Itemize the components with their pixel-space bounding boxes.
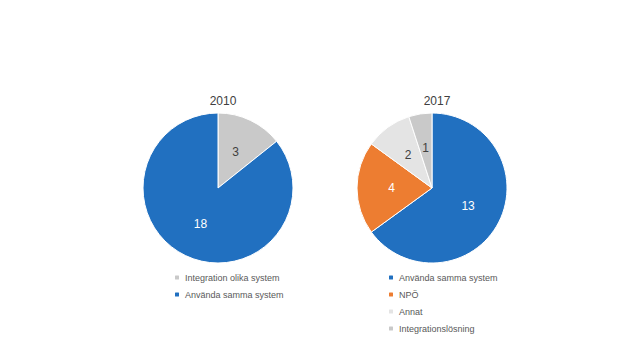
svg-text:13: 13	[461, 199, 475, 213]
svg-text:3: 3	[232, 145, 239, 159]
svg-text:Integration olika system: Integration olika system	[185, 273, 280, 283]
svg-text:Använda samma system: Använda samma system	[399, 273, 498, 283]
svg-text:18: 18	[194, 217, 208, 231]
svg-text:Integrationslösning: Integrationslösning	[399, 324, 475, 334]
svg-text:4: 4	[388, 181, 395, 195]
svg-text:2010: 2010	[210, 94, 237, 108]
svg-text:2: 2	[405, 148, 412, 162]
svg-text:1: 1	[422, 141, 429, 155]
svg-text:Annat: Annat	[399, 307, 423, 317]
svg-text:2017: 2017	[424, 94, 451, 108]
svg-text:NPÖ: NPÖ	[399, 290, 419, 300]
svg-text:Använda samma system: Använda samma system	[185, 290, 284, 300]
